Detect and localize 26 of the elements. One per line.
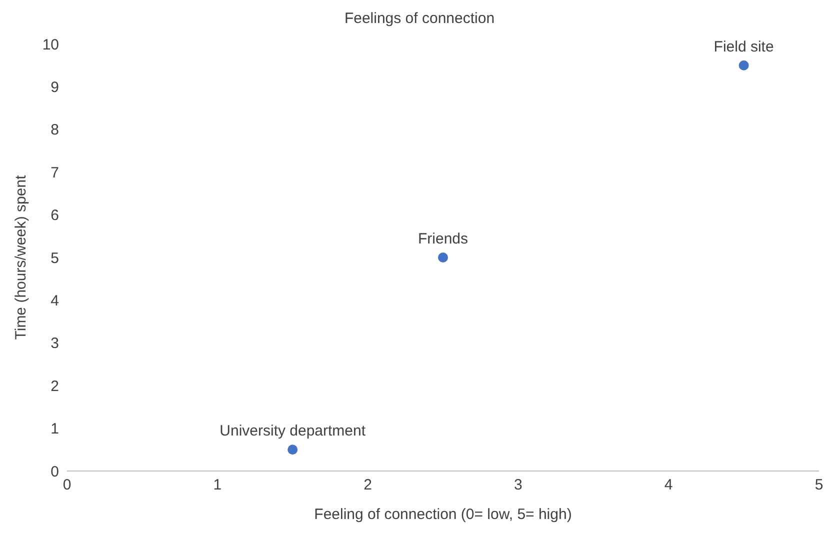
annotation: Friends [418, 230, 468, 248]
chart-title: Feelings of connection [343, 9, 496, 29]
x-tick-label: 2 [364, 476, 372, 494]
x-tick-label: 1 [213, 476, 222, 494]
y-tick-label: 8 [50, 122, 59, 139]
y-tick-label: 7 [50, 164, 59, 182]
point [288, 444, 298, 455]
y-tick-label: 3 [50, 335, 59, 352]
point [438, 252, 448, 262]
y-tick-label: 4 [50, 292, 59, 310]
x-tick-label: 3 [514, 476, 522, 494]
y-tick-label: 9 [50, 79, 59, 96]
y-tick-label: 6 [50, 207, 59, 224]
y-tick-label: 1 [50, 420, 59, 438]
annotation: Field site [714, 38, 774, 56]
x-axis-title: Feeling of connection (0= low, 5= high) [314, 506, 572, 523]
x-tick-label: 5 [814, 476, 824, 494]
y-axis-title: Time (hours/week) spent [12, 174, 30, 340]
y-tick-label: 0 [50, 463, 59, 480]
y-tick-label: 5 [50, 250, 59, 267]
x-tick-label: 0 [62, 476, 72, 494]
annotation: University department [220, 422, 366, 440]
y-tick-label: 10 [42, 36, 59, 54]
x-tick-label: 4 [664, 476, 673, 494]
point [738, 60, 749, 70]
y-tick-label: 2 [50, 378, 59, 395]
